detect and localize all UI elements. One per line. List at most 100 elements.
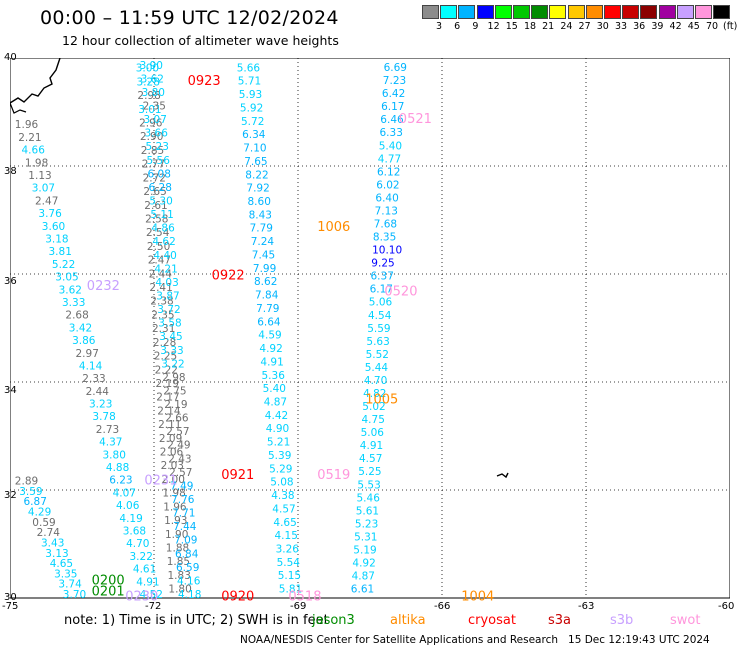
track-a-value: 3.05 [55,272,78,284]
track-c-value: 3.13 [135,58,158,61]
track-b-value: 2.74 [37,527,61,539]
track-c-value: 1.93 [164,515,187,527]
track-a-value: 3.22 [130,551,153,563]
track-a-value: 2.47 [35,195,58,207]
map-grid [10,58,730,598]
track-d-value: 6.08 [148,168,171,180]
track-f-value: 6.42 [382,88,405,100]
orbit-label: 0922 [212,268,245,283]
legend-swatch [494,5,512,19]
track-d-value: 4.40 [153,250,176,262]
track-f-value: 5.46 [357,492,381,504]
track-c-value: 2.72 [143,172,166,184]
legend-label: 36 [633,21,646,32]
track-a-value: 4.52 [140,589,163,601]
legend-swatch [567,5,585,19]
track-c-value: 2.11 [158,419,181,431]
track-c-value: 2.22 [155,364,178,376]
legend-swatch [640,5,658,19]
track-f-value: 8.35 [373,232,396,244]
page-subtitle: 12 hour collection of altimeter wave hei… [62,33,339,48]
track-f-value: 4.91 [360,440,383,452]
track-d-value: 3.45 [159,331,182,343]
legend-label: 27 [578,21,591,32]
track-a-value: 1.96 [15,119,39,131]
track-f-value: 6.37 [371,271,394,283]
track-d-value: 3.62 [141,73,164,85]
track-d-value: 3.90 [140,60,163,72]
orbit-label: 1006 [317,220,350,235]
track-a-value: 2.33 [82,373,105,385]
track-b-value: 4.29 [28,507,51,519]
track-e-value: 5.29 [269,463,292,475]
track-d-value: 4.62 [152,236,175,248]
track-a-value: 3.42 [69,322,92,334]
track-c-value: 1.88 [166,543,189,555]
track-f-value: 5.31 [354,531,377,543]
legend-label: 12 [487,21,500,32]
track-c-value: 1.80 [168,584,191,596]
track-c-value: 2.14 [157,405,181,417]
legend-label: 6 [454,21,461,32]
bermuda-island [496,472,509,479]
x-tick-75: -75 [2,601,19,612]
track-c-value: 1.85 [167,556,190,568]
track-a-value: 2.44 [86,386,110,398]
satellite-s3b: s3b [610,613,634,628]
track-f-value: 7.13 [375,206,398,218]
track-e-value: 5.66 [237,62,261,74]
track-a-value: 6.23 [109,475,132,487]
track-c-value: 2.98 [137,90,160,102]
track-d-value: 7.71 [172,508,195,520]
track-e-value: 5.15 [278,570,301,582]
y-tick-30: 30 [4,592,17,603]
track-c-value: 2.03 [161,460,184,472]
orbit-label: 0201 [92,584,125,599]
legend-swatch [422,5,439,19]
track-d-value: 2.49 [167,440,190,452]
track-c-value: 2.85 [141,145,164,157]
legend-swatch [458,5,476,19]
track-f-value: 5.52 [366,349,389,361]
track-d-value: 2.57 [166,426,189,438]
legend-label: 21 [542,21,555,32]
x-tick-72: -72 [145,601,162,612]
track-e-value: 8.60 [248,196,271,208]
track-e-value: 4.15 [275,530,298,542]
orbit-label: 0520 [384,285,417,300]
track-d-value: 4.16 [177,575,201,587]
track-b-value: 3.74 [58,579,82,591]
legend-label: 15 [505,21,518,32]
track-d-value: 2.43 [168,453,191,465]
track-f-value: 5.53 [357,479,380,491]
track-e-value: 8.62 [254,276,277,288]
track-c-value: 2.90 [140,131,163,143]
track-d-value: 3.22 [161,358,184,370]
footer-note: note: 1) Time is in UTC; 2) SWH is in fe… [64,613,329,628]
track-a-value: 3.23 [89,399,112,411]
track-c-value: 2.61 [144,200,167,212]
legend-label: 3 [435,21,443,32]
track-e-value: 7.92 [246,183,269,195]
track-c-value: 1.96 [163,501,187,513]
track-d-value: 7.44 [173,521,197,533]
track-a-value: 3.80 [103,449,126,461]
track-e-value: 4.87 [264,397,287,409]
track-b-value: 0.59 [32,517,55,529]
track-a-value: 4.66 [22,145,46,157]
track-c-value: 2.50 [147,241,170,253]
track-d-value: 6.28 [149,182,172,194]
track-e-value: 7.79 [250,223,273,235]
track-e-value: 4.42 [265,410,288,422]
legend-swatch [622,5,640,19]
orbit-label: 0920 [221,590,254,605]
track-f-value: 6.33 [380,127,403,139]
legend-label: 33 [614,21,628,32]
track-e-value: 6.64 [257,316,281,328]
track-f-value: 4.82 [363,388,386,400]
y-tick-40: 40 [4,52,17,63]
track-c-value: 2.77 [142,159,165,171]
track-e-value: 5.13 [236,58,259,61]
track-f-value: 4.92 [352,558,375,570]
coastline-hook [10,102,27,114]
